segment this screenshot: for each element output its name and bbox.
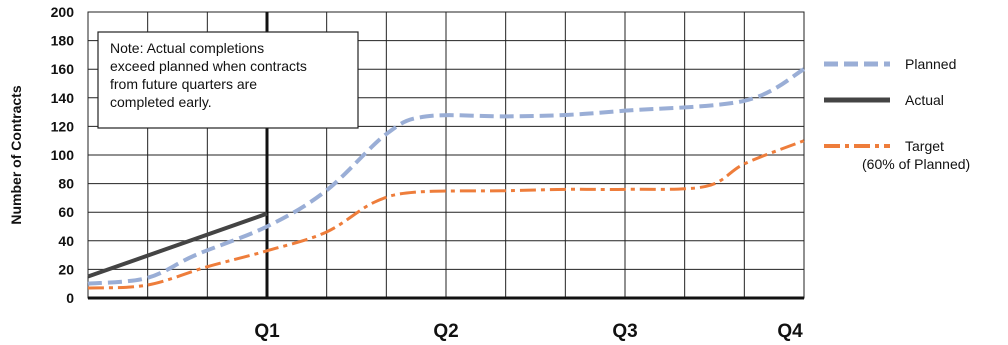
y-tick-label: 200	[51, 4, 75, 20]
legend-label: Target	[905, 138, 944, 154]
y-tick-label: 100	[51, 147, 75, 163]
y-axis-label: Number of Contracts	[8, 85, 24, 224]
x-tick-label: Q4	[777, 321, 803, 342]
x-tick-label: Q3	[612, 321, 637, 342]
note-text-line: from future quarters are	[110, 76, 257, 92]
series-line-target	[87, 139, 805, 290]
x-tick-label: Q1	[254, 321, 280, 342]
legend-label: Planned	[905, 56, 956, 72]
y-tick-label: 60	[58, 204, 74, 220]
note-text-line: Note: Actual completions	[110, 40, 264, 56]
note-text-line: exceed planned when contracts	[110, 58, 307, 74]
series-line-planned	[87, 67, 806, 286]
y-tick-label: 20	[58, 261, 74, 277]
note-text-line: completed early.	[110, 94, 212, 110]
y-tick-label: 80	[58, 176, 74, 192]
y-tick-label: 0	[66, 290, 74, 306]
series-line-actual	[87, 211, 268, 279]
y-tick-label: 140	[51, 90, 75, 106]
note-box	[97, 31, 359, 129]
y-tick-label: 160	[51, 61, 75, 77]
x-tick-label: Q2	[433, 321, 458, 342]
legend-label: Actual	[905, 92, 944, 108]
legend-label: (60% of Planned)	[862, 156, 970, 172]
y-tick-label: 180	[51, 33, 75, 49]
y-tick-label: 40	[58, 233, 74, 249]
y-tick-label: 120	[51, 118, 75, 134]
